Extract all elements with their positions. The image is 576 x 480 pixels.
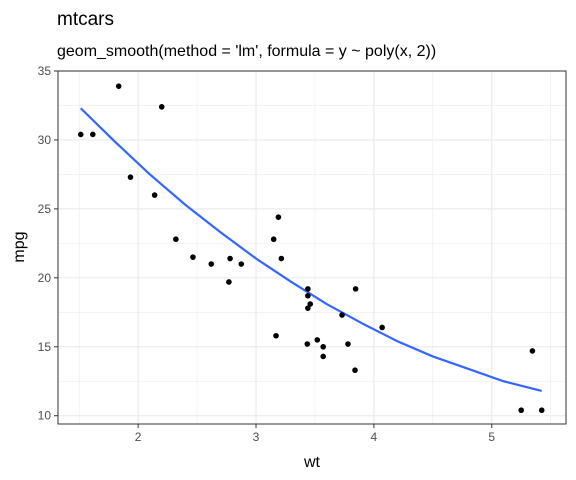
data-point xyxy=(227,255,233,262)
y-tick-label: 30 xyxy=(38,133,52,147)
x-tick-label: 3 xyxy=(253,430,260,444)
data-point xyxy=(305,305,311,311)
data-point xyxy=(320,353,326,360)
data-point xyxy=(278,255,285,262)
data-point xyxy=(270,236,277,243)
data-point xyxy=(77,131,84,138)
data-point xyxy=(305,286,311,292)
x-axis-title: wt xyxy=(303,454,321,471)
data-point xyxy=(273,332,279,339)
data-point xyxy=(275,214,282,220)
data-point xyxy=(89,131,96,138)
data-point xyxy=(208,261,215,267)
x-tick-label: 2 xyxy=(135,430,142,444)
data-point xyxy=(518,407,525,414)
gridlines xyxy=(58,70,566,424)
data-point xyxy=(173,236,179,243)
data-point xyxy=(238,261,245,267)
chart-title: mtcars xyxy=(57,9,114,30)
data-point xyxy=(305,292,311,299)
fit-layer xyxy=(79,107,542,392)
data-point xyxy=(151,192,158,198)
data-point xyxy=(352,367,358,374)
data-point xyxy=(226,279,232,285)
x-tick-label: 4 xyxy=(371,430,378,444)
data-point xyxy=(345,341,351,347)
fit-line xyxy=(79,107,542,392)
plot-border xyxy=(57,70,567,425)
data-point xyxy=(320,343,326,350)
data-point xyxy=(127,174,134,180)
data-point xyxy=(538,407,545,414)
data-point xyxy=(314,337,321,343)
data-point xyxy=(339,312,345,318)
chart-subtitle: geom_smooth(method = 'lm', formula = y ~… xyxy=(57,43,436,60)
axes: 2 3 4 5 10 15 20 25 30 35 xyxy=(38,64,496,444)
data-point xyxy=(158,104,165,110)
data-point xyxy=(304,341,311,347)
data-point xyxy=(352,286,359,292)
points-layer xyxy=(77,83,545,414)
data-point xyxy=(379,324,385,331)
y-tick-label: 20 xyxy=(38,271,52,285)
x-tick-label: 5 xyxy=(488,430,495,444)
y-tick-label: 35 xyxy=(38,64,52,78)
data-point xyxy=(115,83,122,89)
y-axis-title: mpg xyxy=(11,231,28,262)
data-point xyxy=(529,348,536,354)
y-tick-label: 15 xyxy=(38,340,52,354)
data-point xyxy=(307,301,314,307)
y-tick-label: 25 xyxy=(38,202,52,216)
data-point xyxy=(190,254,196,260)
plot-panel xyxy=(58,71,566,424)
y-tick-label: 10 xyxy=(38,409,52,423)
